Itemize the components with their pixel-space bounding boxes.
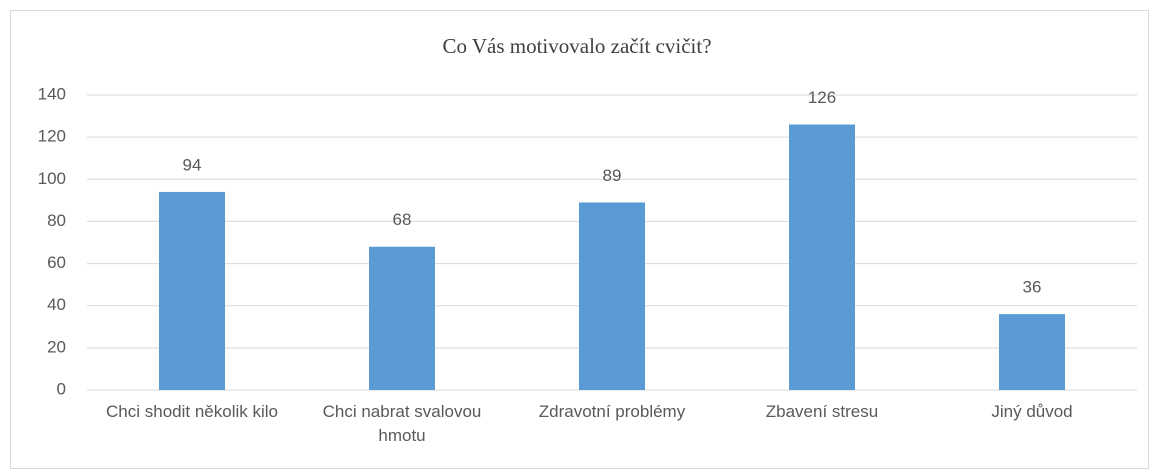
data-label: 94 xyxy=(183,155,202,174)
bar xyxy=(579,202,645,390)
x-tick-label-box: Zdravotní problémy xyxy=(538,402,686,421)
x-tick-label-box: Zbavení stresu xyxy=(765,402,879,421)
data-label: 126 xyxy=(808,88,836,107)
bar xyxy=(789,124,855,390)
y-tick-label: 40 xyxy=(47,295,66,314)
x-tick-label: Zbavení stresu xyxy=(765,402,879,421)
chart-title: Co Vás motivovalo začít cvičit? xyxy=(442,34,711,58)
y-tick-label: 120 xyxy=(38,127,66,146)
x-tick-label-box: Jiný důvod xyxy=(991,402,1073,421)
bar xyxy=(159,191,225,390)
y-tick-label: 20 xyxy=(47,337,66,356)
y-tick-label: 80 xyxy=(47,211,66,230)
data-label: 68 xyxy=(393,210,412,229)
x-tick-label-box: Chci shodit několik kilo xyxy=(106,402,278,421)
y-tick-label: 60 xyxy=(47,253,66,272)
bar xyxy=(369,246,435,390)
x-tick-label: Zdravotní problémy xyxy=(538,402,686,421)
y-tick-label: 100 xyxy=(38,169,66,188)
bar xyxy=(999,314,1065,390)
x-tick-label: Chci nabrat svalovou hmotu xyxy=(322,402,482,445)
x-tick-label: Jiný důvod xyxy=(991,402,1073,421)
y-tick-label: 0 xyxy=(57,379,66,398)
data-label: 36 xyxy=(1023,278,1042,297)
data-label: 89 xyxy=(603,166,622,185)
x-tick-label: Chci shodit několik kilo xyxy=(106,402,278,421)
y-tick-label: 140 xyxy=(38,84,66,103)
x-tick-label-box: Chci nabrat svalovou hmotu xyxy=(322,402,482,445)
